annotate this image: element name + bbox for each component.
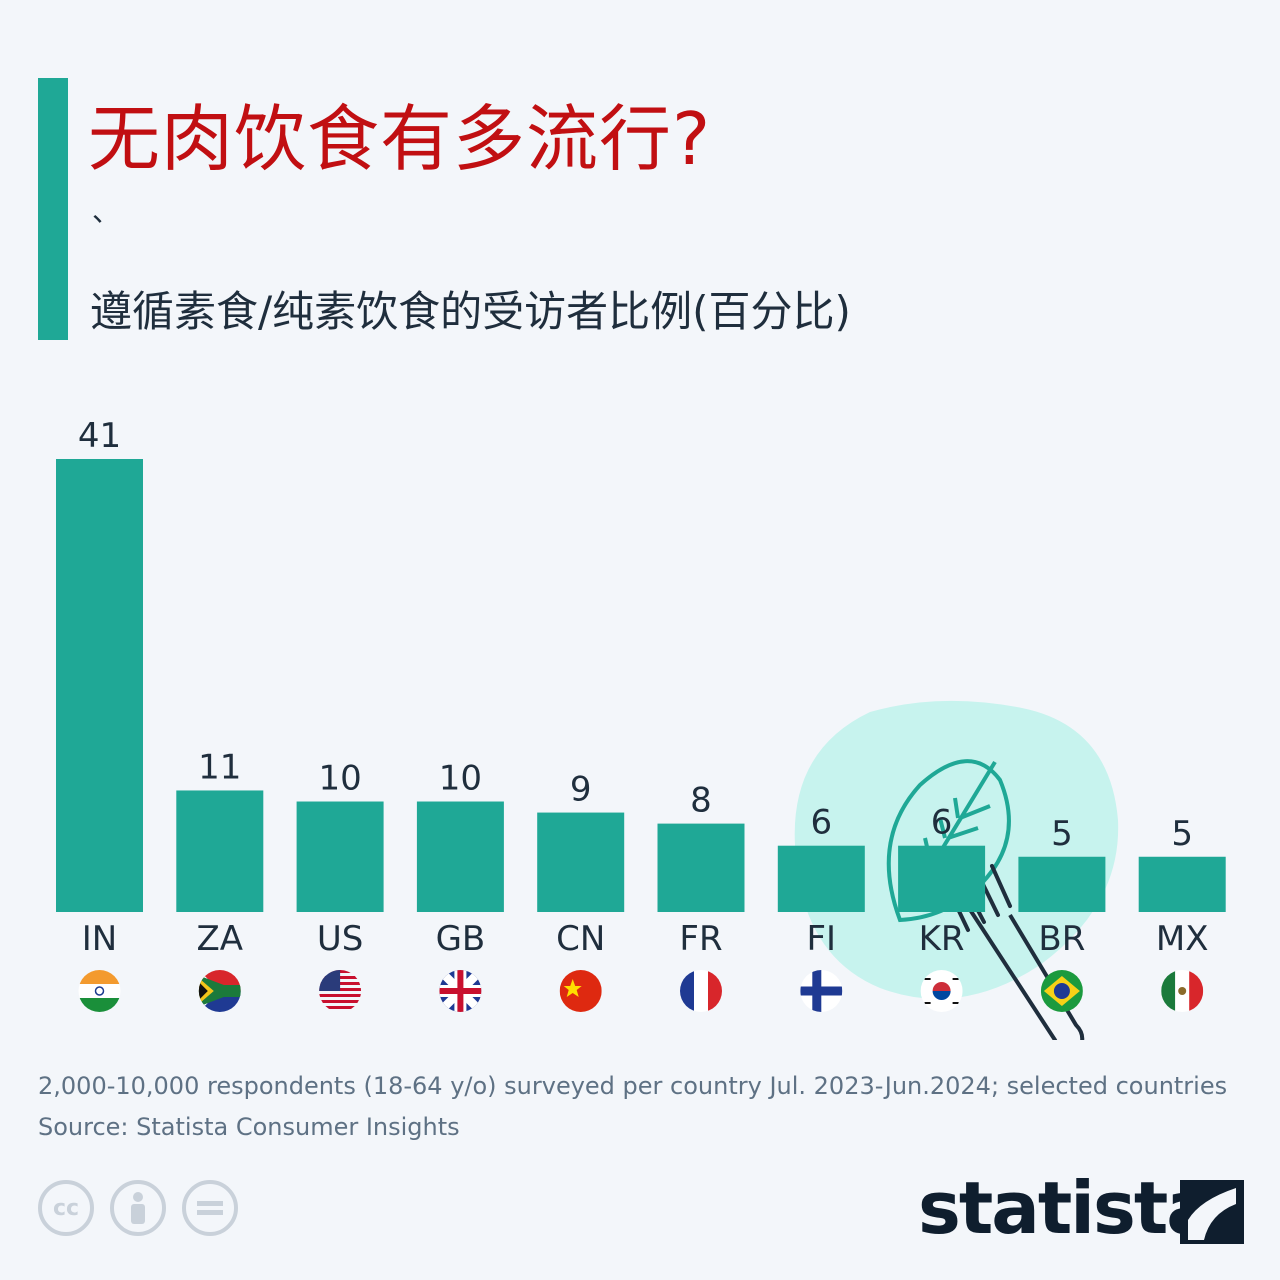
bars-group: 41 IN 11 ZA 10 US 10 GB 9 CN 8 FR 6 FI 6 KR 5 BR 5 MX <box>56 416 1226 1012</box>
brazil-flag-icon <box>1040 970 1083 1012</box>
chart-title: 无肉饮食有多流行? <box>88 97 712 181</box>
usa-flag-icon <box>319 970 362 1009</box>
bar-fr <box>657 823 745 912</box>
value-label-in: 41 <box>78 416 121 456</box>
chart-subtitle: 遵循素食/纯素饮食的受访者比例(百分比) <box>90 287 851 336</box>
accent-bar <box>38 78 68 340</box>
bar-kr <box>898 845 986 912</box>
value-label-gb: 10 <box>439 759 482 799</box>
china-flag-icon <box>559 970 602 1012</box>
value-label-kr: 6 <box>931 803 953 843</box>
category-label-mx: MX <box>1156 919 1209 959</box>
license-icons: cc <box>38 1180 238 1236</box>
no-derivatives-icon[interactable] <box>182 1180 238 1236</box>
bar-fi <box>777 845 865 912</box>
bar-gb <box>416 801 504 912</box>
value-label-fi: 6 <box>810 803 832 843</box>
mexico-flag-icon <box>1161 970 1204 1012</box>
bar-in <box>56 459 143 912</box>
category-label-za: ZA <box>197 919 244 959</box>
korea-flag-icon <box>920 970 963 1012</box>
attribution-icon[interactable] <box>110 1180 166 1236</box>
category-label-kr: KR <box>919 919 965 959</box>
france-flag-icon <box>680 970 722 1012</box>
category-label-in: IN <box>82 919 117 959</box>
survey-note: 2,000-10,000 respondents (18-64 y/o) sur… <box>38 1072 1228 1100</box>
category-label-br: BR <box>1038 919 1085 959</box>
value-label-us: 10 <box>318 759 361 799</box>
value-label-mx: 5 <box>1171 814 1193 854</box>
finland-flag-icon <box>800 970 843 1012</box>
category-label-fr: FR <box>679 919 722 959</box>
bar-us <box>296 801 384 912</box>
uk-flag-icon <box>439 970 482 1012</box>
source-note: Source: Statista Consumer Insights <box>38 1113 460 1141</box>
footnote: 2,000-10,000 respondents (18-64 y/o) sur… <box>38 1066 1227 1148</box>
bar-br <box>1018 856 1106 912</box>
creative-commons-icon[interactable]: cc <box>38 1180 94 1236</box>
bar-cn <box>537 812 625 912</box>
statista-logo-text[interactable]: statista <box>918 1166 1215 1250</box>
value-label-za: 11 <box>198 747 241 787</box>
india-flag-icon <box>78 970 121 1012</box>
category-label-cn: CN <box>556 919 605 959</box>
south-africa-flag-icon <box>198 970 241 1012</box>
enumeration-mark: 、 <box>92 195 121 228</box>
bar-mx <box>1138 856 1226 912</box>
category-label-us: US <box>317 919 363 959</box>
value-label-fr: 8 <box>690 781 712 821</box>
category-label-gb: GB <box>436 919 486 959</box>
value-label-br: 5 <box>1051 814 1073 854</box>
statista-logo-icon <box>1180 1180 1244 1244</box>
value-label-cn: 9 <box>570 770 592 810</box>
bar-za <box>176 790 264 912</box>
bar-chart: 41 IN 11 ZA 10 US 10 GB 9 CN 8 FR 6 FI 6 KR 5 BR 5 MX <box>56 416 1226 1040</box>
category-label-fi: FI <box>807 919 837 959</box>
